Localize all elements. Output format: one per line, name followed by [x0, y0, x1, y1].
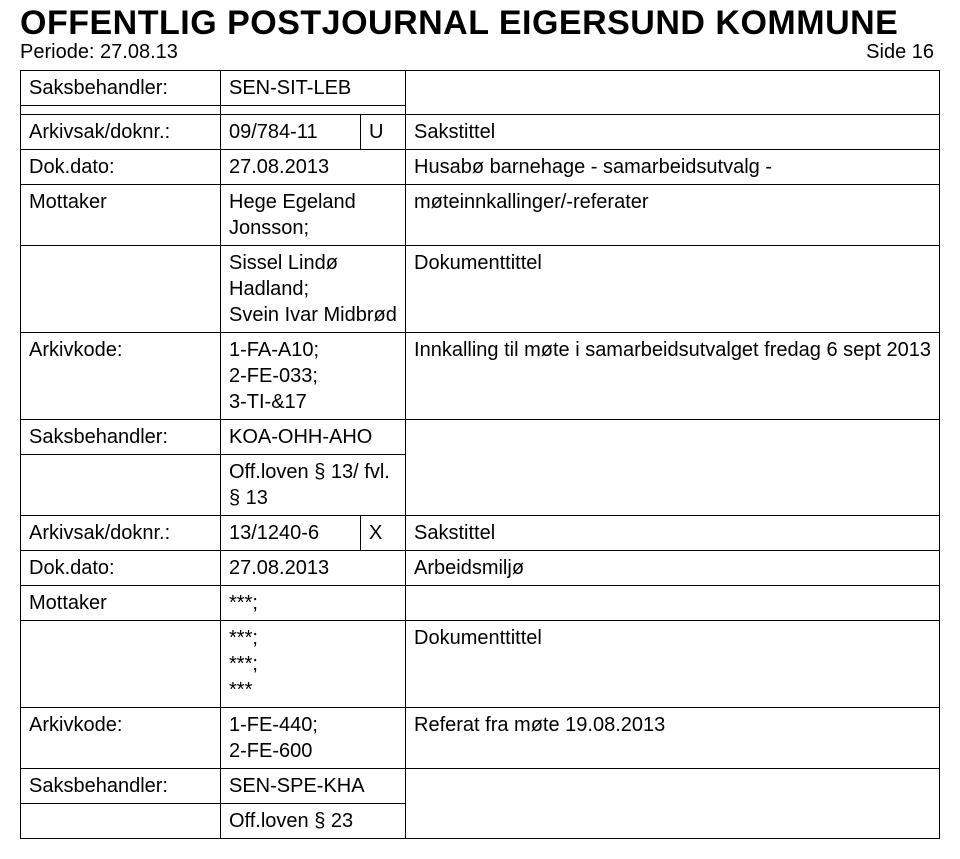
table-row: Dok.dato: 27.08.2013 Husabø barnehage - … — [21, 150, 940, 185]
cell: U — [361, 115, 406, 150]
table-row: Arkivkode: 1-FE-440; 2-FE-600 Referat fr… — [21, 708, 940, 769]
cell: Hege Egeland Jonsson; — [221, 185, 406, 246]
cell — [406, 420, 940, 516]
table-row: Dok.dato: 27.08.2013 Arbeidsmiljø — [21, 551, 940, 586]
periode-label: Periode: 27.08.13 — [20, 41, 178, 64]
cell: Sissel Lindø Hadland; Svein Ivar Midbrød — [221, 246, 406, 333]
cell: SEN-SIT-LEB — [221, 71, 406, 106]
cell: 09/784-11 — [221, 115, 361, 150]
table-row: ***; ***; *** Dokumenttittel — [21, 621, 940, 708]
label-saksbehandler: Saksbehandler: — [21, 71, 221, 106]
table-row: Saksbehandler: KOA-OHH-AHO — [21, 420, 940, 455]
cell — [21, 106, 221, 115]
table-row: Saksbehandler: SEN-SPE-KHA — [21, 769, 940, 804]
label-arkivkode: Arkivkode: — [21, 708, 221, 769]
cell: SEN-SPE-KHA — [221, 769, 406, 804]
label-mottaker: Mottaker — [21, 185, 221, 246]
cell — [406, 769, 940, 839]
label-saksbehandler: Saksbehandler: — [21, 420, 221, 455]
table-row: Mottaker ***; — [21, 586, 940, 621]
cell: ***; ***; *** — [221, 621, 406, 708]
label-doktittel: Dokumenttittel — [406, 621, 940, 708]
table-row: Sissel Lindø Hadland; Svein Ivar Midbrød… — [21, 246, 940, 333]
cell — [221, 106, 406, 115]
label-arkivsak: Arkivsak/doknr.: — [21, 115, 221, 150]
table-row: Arkivkode: 1-FA-A10; 2-FE-033; 3-TI-&17 … — [21, 333, 940, 420]
label-saksbehandler: Saksbehandler: — [21, 769, 221, 804]
cell: møteinnkallinger/-referater — [406, 185, 940, 246]
cell: Off.loven § 23 — [221, 804, 406, 839]
label-arkivkode: Arkivkode: — [21, 333, 221, 420]
cell: Husabø barnehage - samarbeidsutvalg - — [406, 150, 940, 185]
cell: KOA-OHH-AHO — [221, 420, 406, 455]
cell: 27.08.2013 — [221, 150, 406, 185]
label-sakstittel: Sakstittel — [406, 516, 940, 551]
cell — [21, 246, 221, 333]
label-sakstittel: Sakstittel — [406, 115, 940, 150]
side-label: Side 16 — [866, 41, 934, 64]
label-arkivsak: Arkivsak/doknr.: — [21, 516, 221, 551]
cell: ***; — [221, 586, 406, 621]
table-row: Mottaker Hege Egeland Jonsson; møteinnka… — [21, 185, 940, 246]
cell: Arbeidsmiljø — [406, 551, 940, 586]
label-doktittel: Dokumenttittel — [406, 246, 940, 333]
cell: 27.08.2013 — [221, 551, 406, 586]
cell — [21, 621, 221, 708]
table-row: Arkivsak/doknr.: 13/1240-6 X Sakstittel — [21, 516, 940, 551]
label-dokdato: Dok.dato: — [21, 150, 221, 185]
cell — [406, 71, 940, 115]
cell: X — [361, 516, 406, 551]
cell: 1-FA-A10; 2-FE-033; 3-TI-&17 — [221, 333, 406, 420]
label-dokdato: Dok.dato: — [21, 551, 221, 586]
page-title: OFFENTLIG POSTJOURNAL EIGERSUND KOMMUNE — [20, 4, 940, 43]
label-mottaker: Mottaker — [21, 586, 221, 621]
cell: 1-FE-440; 2-FE-600 — [221, 708, 406, 769]
cell: Off.loven § 13/ fvl. § 13 — [221, 455, 406, 516]
cell — [21, 455, 221, 516]
cell — [21, 804, 221, 839]
table-row: Arkivsak/doknr.: 09/784-11 U Sakstittel — [21, 115, 940, 150]
cell — [406, 586, 940, 621]
cell: Referat fra møte 19.08.2013 — [406, 708, 940, 769]
table-row: Saksbehandler: SEN-SIT-LEB — [21, 71, 940, 106]
journal-table: Saksbehandler: SEN-SIT-LEB Arkivsak/dokn… — [20, 70, 940, 839]
cell: 13/1240-6 — [221, 516, 361, 551]
cell: Innkalling til møte i samarbeidsutvalget… — [406, 333, 940, 420]
